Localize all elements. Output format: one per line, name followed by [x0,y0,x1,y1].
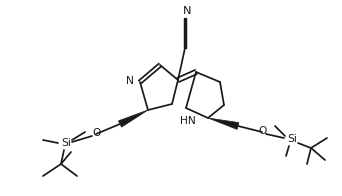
Text: Si: Si [61,138,71,148]
Polygon shape [118,110,148,127]
Text: HN: HN [180,116,196,126]
Text: N: N [126,76,134,86]
Text: Si: Si [287,134,297,144]
Text: O: O [259,126,267,136]
Text: O: O [93,128,101,138]
Text: N: N [183,6,191,16]
Polygon shape [208,118,239,129]
